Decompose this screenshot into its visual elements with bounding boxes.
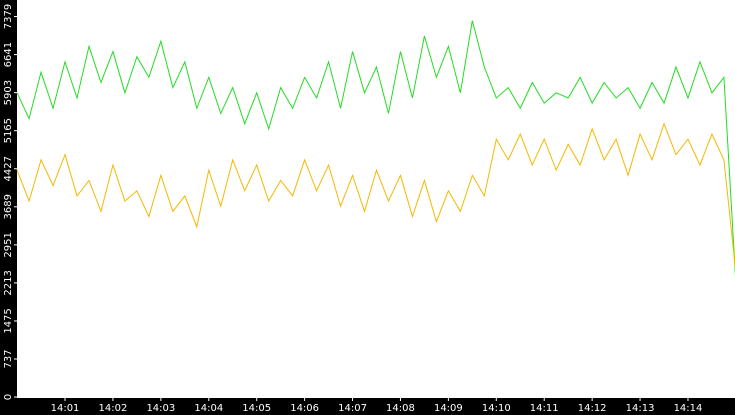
y-tick-label: 3689: [3, 194, 14, 219]
x-tick-label: 14:04: [194, 403, 223, 414]
x-axis-band: [0, 398, 735, 415]
y-tick-label: 6641: [3, 42, 14, 67]
x-tick-label: 14:12: [578, 403, 607, 414]
x-tick-label: 14:01: [51, 403, 80, 414]
x-tick-label: 14:08: [386, 403, 415, 414]
series-line: [16, 20, 735, 277]
y-tick-label: 2951: [3, 232, 14, 257]
y-axis-band: [0, 0, 17, 415]
x-tick-label: 14:14: [674, 403, 703, 414]
y-tick-label: 4427: [3, 156, 14, 181]
x-tick-label: 14:06: [290, 403, 319, 414]
x-tick-label: 14:11: [530, 403, 559, 414]
y-tick-label: 5903: [3, 80, 14, 105]
y-tick-label: 1475: [3, 308, 14, 333]
x-tick-label: 14:13: [626, 403, 655, 414]
x-tick-label: 14:03: [146, 403, 175, 414]
y-tick-label: 7379: [3, 4, 14, 29]
y-tick-label: 0: [3, 394, 14, 400]
series-line: [16, 122, 735, 270]
y-tick-label: 5165: [3, 118, 14, 143]
x-tick-label: 14:07: [338, 403, 367, 414]
x-tick-label: 14:10: [482, 403, 511, 414]
x-tick-label: 14:09: [434, 403, 463, 414]
y-tick-label: 737: [3, 349, 14, 368]
y-tick-label: 2213: [3, 270, 14, 295]
x-tick-label: 14:05: [242, 403, 271, 414]
x-tick-label: 14:02: [99, 403, 128, 414]
